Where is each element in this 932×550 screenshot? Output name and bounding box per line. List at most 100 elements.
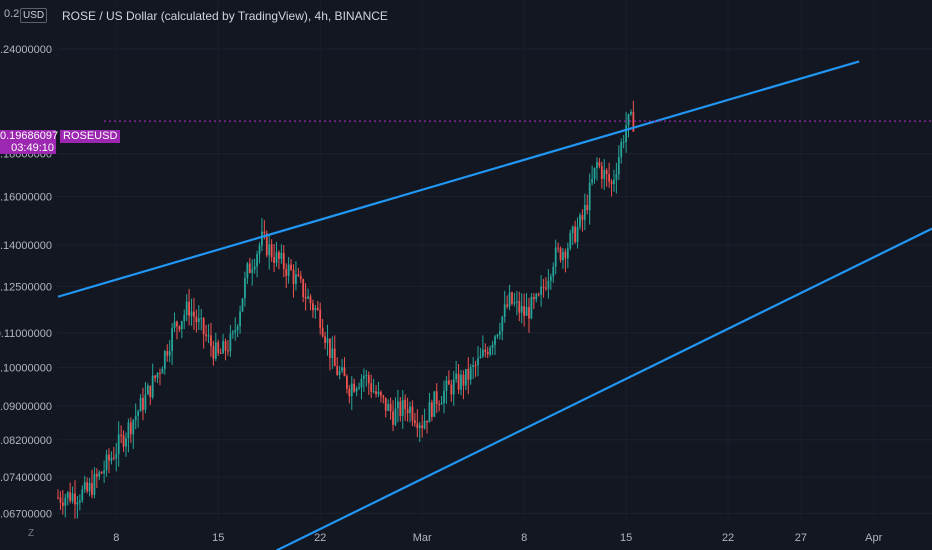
candle-body [108, 454, 110, 461]
candle-body [520, 306, 523, 313]
candles [57, 100, 635, 519]
candle-body [557, 247, 560, 249]
candle-body [443, 390, 445, 404]
candle-body [506, 304, 509, 307]
candle-body [81, 489, 84, 501]
candle-body [299, 275, 302, 280]
candle-body [569, 232, 572, 249]
candle-body [343, 367, 346, 377]
candle-body [83, 482, 86, 490]
candle-body [358, 387, 360, 389]
candle-body [285, 268, 288, 276]
candle-body [382, 395, 385, 398]
candle-body [231, 332, 234, 334]
x-tick-label: 27 [795, 532, 807, 544]
candle-body [413, 420, 416, 424]
candle-body [581, 215, 584, 220]
y-tick-label: 0.06700000 [0, 508, 52, 520]
candle-body [613, 179, 615, 184]
candle-body [137, 411, 140, 416]
trendlines[interactable] [57, 60, 932, 550]
candle-body [161, 368, 164, 374]
candle-body [112, 457, 115, 459]
candle-body [129, 422, 132, 435]
candle-body [350, 383, 353, 397]
candle-body [134, 415, 137, 421]
y-tick-label: 0.10000000 [0, 363, 52, 375]
candle-body [370, 383, 373, 392]
candle-body [508, 292, 511, 307]
candle-body [404, 399, 407, 410]
candle-body [188, 301, 190, 316]
candle-body [549, 276, 552, 281]
candle-body [435, 391, 438, 404]
z-icon[interactable]: Z [28, 528, 35, 539]
candle-body [270, 244, 273, 258]
candle-body [98, 472, 101, 477]
candle-body [290, 264, 292, 270]
currency-badge[interactable]: USD [20, 8, 48, 23]
candle-body [144, 394, 147, 410]
candle-body [440, 403, 443, 405]
candle-body [399, 401, 402, 417]
candle-body [627, 114, 630, 126]
candle-body [66, 492, 69, 499]
candle-body [236, 326, 239, 331]
candle-body [329, 338, 331, 358]
candle-body [494, 336, 496, 345]
y-tick-label: 0.12500000 [0, 281, 52, 293]
candle-body [324, 336, 326, 343]
candle-body [469, 366, 472, 380]
candle-body [110, 457, 113, 461]
candle-body [302, 279, 305, 298]
x-tick-label: 22 [722, 532, 734, 544]
candle-body [428, 402, 431, 423]
candle-body [178, 326, 181, 330]
candle-body [258, 245, 261, 255]
candle-body [598, 162, 601, 167]
candle-body [411, 406, 414, 421]
candle-body [139, 397, 142, 412]
candle-body [523, 306, 526, 316]
candle-body [132, 420, 135, 435]
candle-body [571, 226, 574, 233]
candle-body [588, 182, 591, 211]
candle-body [154, 375, 157, 378]
candle-body [416, 423, 419, 428]
candle-body [528, 307, 530, 319]
x-axis[interactable]: 8 15 22 Mar 8 15 22 27 Apr [113, 532, 882, 544]
candle-body [537, 294, 540, 296]
candle-body [190, 311, 193, 316]
candle-body [253, 266, 256, 270]
candle-body [146, 385, 149, 395]
candle-body [227, 350, 229, 352]
candle-body [409, 406, 411, 414]
candle-body [297, 274, 300, 276]
candle-body [445, 380, 448, 391]
candle-body [545, 287, 547, 289]
candle-body [367, 375, 370, 384]
candle-body [452, 379, 455, 395]
candle-body [309, 296, 312, 304]
x-tick-label: Apr [865, 532, 882, 544]
candle-body [605, 170, 608, 175]
candle-body [515, 301, 518, 303]
candle-body [525, 307, 528, 316]
candle-body [193, 311, 195, 317]
y-tick-label: 0.07400000 [0, 472, 52, 484]
candle-body [532, 297, 535, 300]
candle-body [115, 453, 118, 459]
candle-body [486, 351, 489, 355]
candle-body [292, 269, 295, 284]
candle-body [423, 420, 426, 429]
candle-body [168, 351, 171, 356]
candle-body [76, 502, 79, 505]
candle-body [554, 247, 557, 267]
candle-body [438, 403, 441, 405]
y-axis[interactable]: 0.240000000.180000000.160000000.14000000… [0, 44, 52, 520]
candle-body [603, 170, 606, 180]
candle-body [180, 321, 183, 330]
candle-body [234, 330, 237, 333]
candle-body [122, 434, 125, 447]
